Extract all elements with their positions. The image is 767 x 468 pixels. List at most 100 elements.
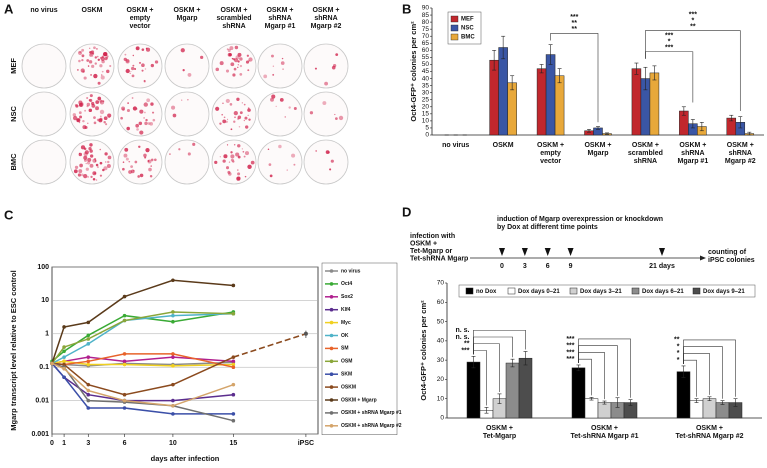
series-line — [51, 311, 234, 364]
point — [171, 310, 175, 314]
colony — [237, 64, 240, 66]
colony — [229, 46, 234, 51]
x-tick-label: 10 — [169, 440, 177, 447]
colony — [222, 102, 224, 104]
point — [231, 412, 236, 416]
point — [86, 362, 91, 367]
colony — [92, 177, 96, 181]
colony — [102, 51, 108, 57]
colony — [237, 172, 241, 176]
colony — [288, 106, 291, 109]
legend-marker — [329, 372, 334, 377]
x-tick-label: shRNA — [729, 150, 752, 157]
colony — [222, 159, 226, 163]
legend-label: Myc — [341, 320, 351, 326]
y-tick-label: 0.1 — [39, 364, 49, 371]
point — [231, 382, 236, 387]
significance-label: ** — [690, 23, 696, 30]
colony — [81, 48, 85, 52]
colony — [89, 94, 93, 98]
colony — [237, 66, 239, 69]
x-tick-label: OSKM + — [632, 142, 659, 149]
significance-label: *** — [566, 349, 574, 356]
colony — [267, 148, 270, 150]
colony — [227, 48, 231, 53]
colony — [237, 155, 241, 159]
colony — [244, 151, 250, 156]
x-tick-label: no virus — [442, 142, 469, 149]
bar — [507, 82, 517, 136]
y-tick-label: 75 — [422, 26, 430, 33]
x-tick-label: vector — [540, 158, 561, 165]
colony — [83, 174, 88, 179]
colony — [241, 148, 243, 150]
colony — [99, 174, 103, 177]
colony — [93, 121, 97, 125]
point — [231, 359, 236, 364]
colony — [232, 73, 236, 77]
colony — [136, 128, 139, 131]
legend-marker — [329, 398, 334, 402]
significance-label: *** — [566, 343, 574, 350]
legend-label: NSC — [461, 26, 474, 32]
culture-dish — [117, 43, 163, 89]
error-bar — [694, 398, 699, 403]
colony — [239, 73, 243, 76]
colony — [88, 108, 93, 113]
colony — [130, 169, 135, 174]
colony — [225, 120, 228, 124]
colony — [331, 65, 336, 70]
colony — [123, 57, 127, 62]
x-tick-label: shRNA — [681, 150, 704, 157]
colony — [99, 64, 103, 68]
colony — [187, 99, 189, 101]
timeline-note: iPSC colonies — [708, 257, 755, 264]
colony — [215, 106, 220, 111]
y-tick-label: 50 — [422, 61, 430, 68]
culture-dish — [69, 43, 115, 89]
colony — [245, 125, 249, 129]
y-tick-label: 0.01 — [35, 397, 49, 404]
x-tick-label: OSKM + — [537, 142, 564, 149]
colony — [109, 64, 112, 68]
colony — [334, 113, 336, 116]
colony — [134, 160, 138, 164]
legend-label: Dox days 6–21 — [642, 289, 684, 295]
colony — [89, 98, 93, 103]
colony — [89, 51, 92, 54]
significance-bracket — [473, 329, 526, 355]
colony — [293, 106, 297, 110]
y-axis-title: Oct4-GFP⁺ colonies per cm² — [419, 300, 428, 401]
point — [231, 365, 236, 370]
ipsc-extension — [233, 333, 307, 358]
significance-label: *** — [566, 336, 574, 343]
y-tick-label: 10 — [422, 118, 430, 125]
legend-label: Dox days 3–21 — [580, 289, 622, 295]
colony — [247, 164, 252, 169]
significance-label: * — [668, 39, 671, 46]
point — [86, 382, 91, 387]
colony — [226, 166, 230, 170]
point — [86, 342, 91, 346]
y-tick-label: 20 — [422, 103, 430, 110]
colony — [101, 55, 104, 58]
colony — [75, 104, 79, 108]
series-line — [51, 279, 234, 364]
point — [86, 355, 91, 359]
x-tick-label: 0 — [50, 440, 54, 447]
series-line — [51, 362, 234, 407]
significance-label: *** — [461, 347, 469, 354]
colony — [241, 102, 243, 104]
colony — [86, 102, 91, 107]
legend-swatch — [569, 287, 578, 295]
colony — [87, 122, 89, 125]
colony — [169, 153, 171, 155]
point — [86, 320, 91, 325]
colony — [95, 179, 98, 181]
colony — [235, 152, 240, 157]
legend-swatch — [465, 287, 474, 295]
timeline-marker — [567, 248, 574, 256]
colony — [124, 147, 129, 152]
bar — [489, 59, 499, 136]
